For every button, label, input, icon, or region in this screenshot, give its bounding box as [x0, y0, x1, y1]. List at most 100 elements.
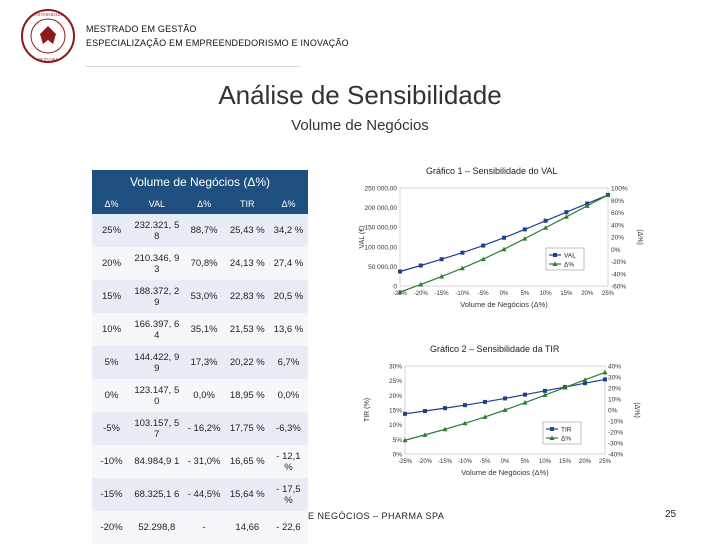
x-tick-label: 10%: [539, 459, 552, 465]
data-point: [522, 227, 527, 232]
x-tick-label: -5%: [480, 459, 491, 465]
data-point: [583, 381, 587, 386]
y-right-tick-label: 40%: [611, 222, 624, 229]
table-cell: -6,3%: [268, 412, 308, 445]
table-cell: 123.147, 50: [131, 379, 183, 412]
chart1-caption: Gráfico 1 – Sensibilidade do VAL: [426, 166, 558, 176]
x-tick-label: 10%: [540, 291, 553, 297]
x-tick-label: 25%: [599, 459, 612, 465]
x-tick-label: -20%: [418, 459, 433, 465]
table-row: -20% 52.298,8-14,66- 22,6: [92, 511, 308, 544]
table-row: 20% 210.346, 93 70,8% 24,13 % 27,4 %: [92, 247, 308, 280]
data-point: [418, 263, 423, 268]
data-point: [480, 256, 486, 262]
data-point: [501, 246, 507, 252]
data-point: [443, 406, 447, 411]
table-cell: 68.325,1 6: [131, 478, 183, 511]
y-right-tick-label: 40%: [608, 364, 621, 371]
table-cell: - 16,2%: [182, 412, 226, 445]
slide-subtitle: Volume de Negócios: [291, 117, 429, 134]
legend-marker: [549, 435, 555, 440]
data-point: [481, 243, 486, 248]
data-point: [423, 408, 427, 413]
chart2-caption: Gráfico 2 – Sensibilidade da TIR: [430, 344, 560, 354]
table-cell: 52.298,8: [131, 511, 183, 544]
x-tick-label: 20%: [581, 291, 594, 297]
data-point: [605, 192, 611, 197]
y-left-tick-label: 20%: [389, 393, 402, 400]
table-row: 15% 188.372, 29 53,0% 22,83 % 20,5 %: [92, 280, 308, 313]
table-cell: - 12,1 %: [268, 445, 308, 478]
table-cell: 0,0%: [182, 379, 226, 412]
y-left-tick-label: 30%: [389, 364, 402, 371]
x-tick-label: 5%: [521, 459, 530, 465]
table-cell: 18,95 %: [225, 379, 269, 412]
data-point: [564, 210, 569, 215]
table-row: -10% 84.984,9 1- 31,0% 16,65 % - 12,1 %: [92, 445, 308, 478]
legend-marker: [550, 427, 554, 431]
table-cell: 210.346, 93: [131, 247, 183, 280]
y-right-tick-label: 20%: [611, 235, 624, 242]
table-cell: 35,1%: [182, 313, 226, 346]
data-point: [602, 369, 608, 375]
col-header: TIR: [225, 194, 269, 214]
data-point: [503, 396, 507, 401]
table-row: 25% 232.321, 58 88,7% 25,43 % 34,2 %: [92, 214, 308, 247]
data-point: [563, 214, 569, 219]
data-point: [483, 399, 487, 404]
header-divider: [86, 66, 300, 67]
col-header: Δ%: [92, 194, 132, 214]
col-header: Δ%: [268, 194, 308, 214]
legend-marker: [552, 261, 558, 266]
data-point: [462, 420, 468, 426]
x-tick-label: -5%: [478, 291, 489, 297]
data-point: [502, 235, 506, 240]
data-point: [459, 265, 465, 271]
y-left-tick-label: 25%: [389, 378, 402, 385]
y-left-tick-label: 10%: [389, 422, 402, 429]
table-cell: -: [182, 511, 226, 544]
data-point: [523, 392, 527, 397]
table-cell: 88,7%: [182, 214, 226, 247]
table-cell: -20%: [92, 511, 132, 544]
y-right-axis-label: (Δ%): [636, 229, 643, 245]
table-cell: 144.422, 99: [131, 346, 183, 379]
y-left-tick-label: 50 000,00: [368, 264, 397, 271]
table-cell: 27,4 %: [268, 247, 308, 280]
x-tick-label: 25%: [602, 291, 615, 297]
table-row: 10% 166.397, 64 35,1% 21,53 % 13,6 %: [92, 313, 308, 346]
col-header: VAL: [131, 194, 183, 214]
table-cell: 10%: [92, 313, 132, 346]
data-point: [543, 218, 548, 223]
table-cell: 20,22 %: [225, 346, 269, 379]
y-right-tick-label: 20%: [608, 386, 621, 393]
x-axis-label: Volume de Negócios (Δ%): [461, 468, 549, 477]
legend-marker: [553, 253, 557, 257]
y-right-tick-label: 60%: [611, 210, 624, 217]
data-point: [422, 432, 428, 437]
y-right-tick-label: -30%: [608, 441, 623, 448]
legend-label: VAL: [564, 253, 576, 260]
table-cell: 15,64 %: [225, 478, 269, 511]
table-cell: 22,83 %: [225, 280, 269, 313]
data-point: [543, 225, 549, 230]
table-cell: -10%: [92, 445, 132, 478]
y-left-tick-label: 100 000,00: [364, 244, 397, 251]
data-point: [402, 437, 408, 443]
data-point: [584, 203, 590, 208]
table-cell: 34,2 %: [268, 214, 308, 247]
x-tick-label: -20%: [414, 291, 429, 297]
y-left-axis-label: VAL (€): [359, 226, 366, 249]
table-cell: 0%: [92, 379, 132, 412]
y-right-tick-label: 30%: [608, 375, 621, 382]
x-tick-label: -10%: [455, 291, 470, 297]
table-cell: 70,8%: [182, 247, 226, 280]
page-number: 25: [665, 509, 677, 520]
table-row: -5% 103.157, 57- 16,2% 17,75 % -6,3%: [92, 412, 308, 445]
svg-text:UNIVERSIDADE: UNIVERSIDADE: [33, 12, 63, 17]
table-cell: 188.372, 29: [131, 280, 183, 313]
data-point: [403, 411, 407, 416]
table-cell: 25,43 %: [225, 214, 269, 247]
data-point: [418, 281, 424, 287]
x-tick-label: 15%: [560, 291, 573, 297]
